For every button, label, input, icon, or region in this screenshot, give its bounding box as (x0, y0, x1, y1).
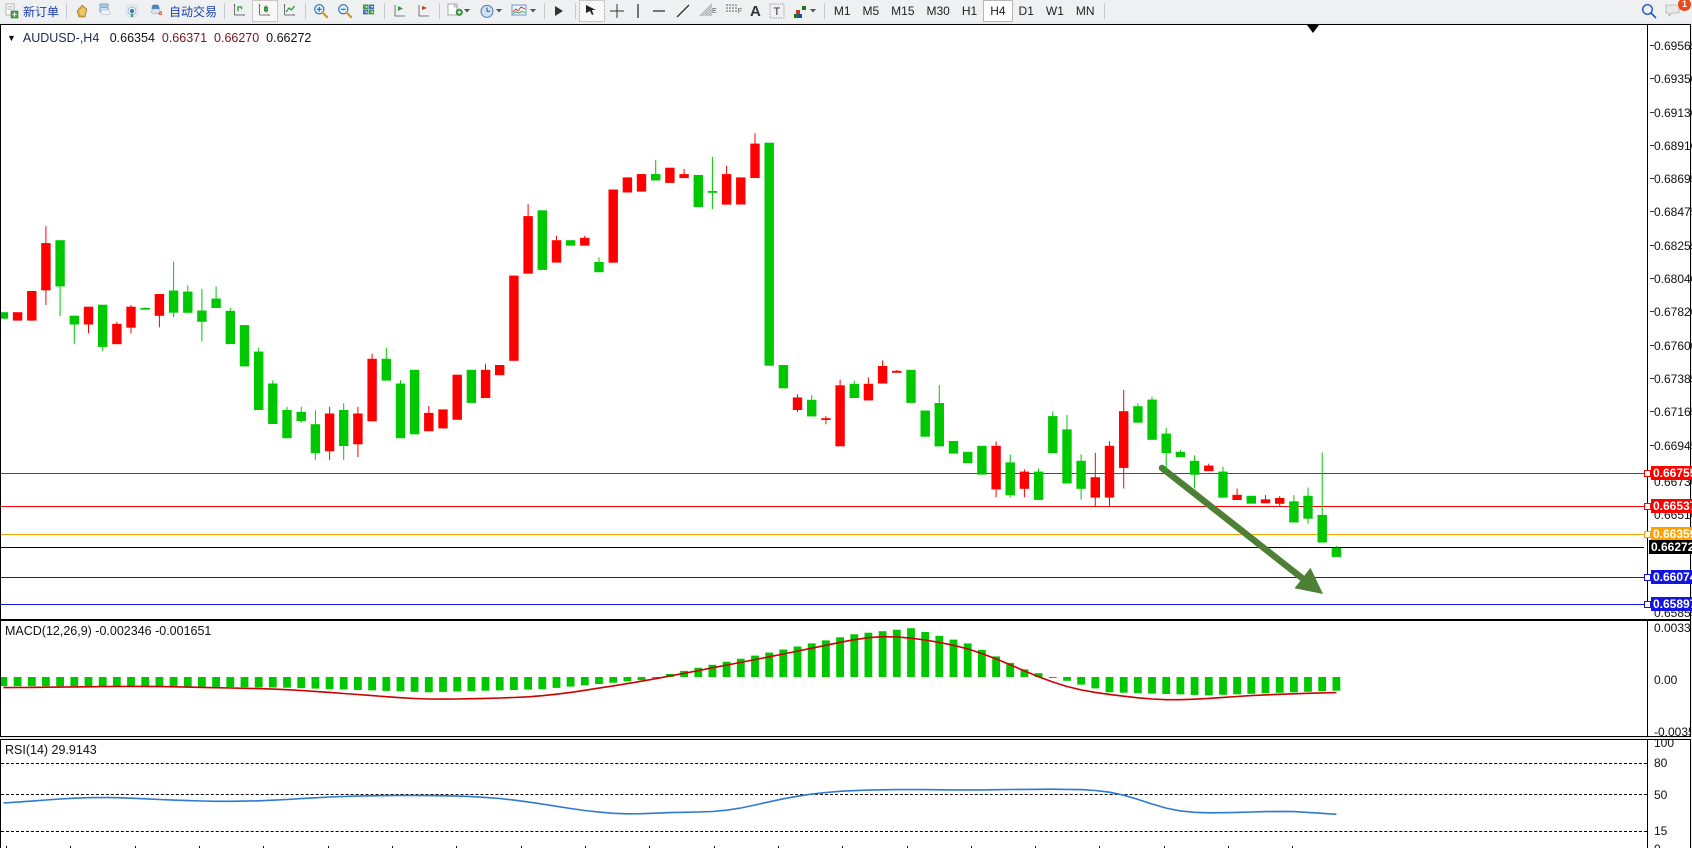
svg-text:T: T (773, 6, 780, 18)
